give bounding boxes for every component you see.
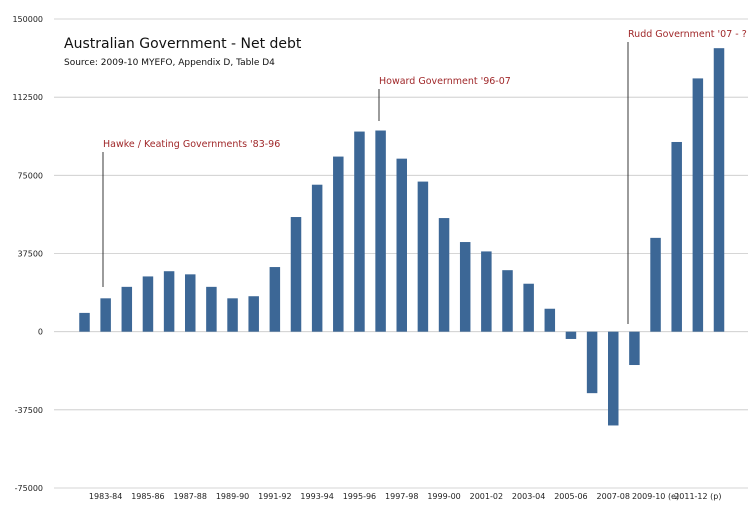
bar <box>206 286 217 332</box>
bar <box>290 217 302 332</box>
x-tick-label: 2007-08 <box>597 492 630 501</box>
bar <box>79 312 90 332</box>
x-tick-label: 2009-10 (e) <box>632 492 679 501</box>
bars <box>79 48 725 426</box>
x-tick-label: 2005-06 <box>554 492 587 501</box>
x-tick-label: 2003-04 <box>512 492 545 501</box>
x-tick-label: 1985-86 <box>131 492 164 501</box>
x-tick-label: 2011-12 (p) <box>674 492 721 501</box>
bar <box>650 237 661 332</box>
bar <box>608 331 619 426</box>
bar <box>713 48 725 332</box>
x-tick-label: 1993-94 <box>300 492 333 501</box>
bar <box>121 286 133 332</box>
bar <box>269 267 281 332</box>
x-tick-label: 1995-96 <box>343 492 376 501</box>
bar <box>438 218 450 332</box>
bar <box>163 271 175 332</box>
bar <box>100 298 111 332</box>
bar <box>671 141 682 332</box>
y-tick-label: 150000 <box>12 15 43 24</box>
y-tick-label: 0 <box>38 328 43 337</box>
annotation-label: Hawke / Keating Governments '83-96 <box>103 139 280 150</box>
bar <box>227 298 238 332</box>
annotation-label: Howard Government '96-07 <box>379 76 511 87</box>
x-tick-label: 1991-92 <box>258 492 291 501</box>
bar <box>142 276 154 332</box>
annotation-label: Rudd Government '07 - ? <box>628 29 747 40</box>
x-tick-label: 2001-02 <box>470 492 503 501</box>
bar <box>354 131 365 332</box>
bar <box>396 158 407 332</box>
y-tick-label: -75000 <box>15 484 43 493</box>
bar <box>459 242 471 332</box>
x-tick-label: 1983-84 <box>89 492 122 501</box>
annotations: Hawke / Keating Governments '83-96 Howard… <box>102 29 747 324</box>
bar <box>629 331 640 366</box>
y-tick-label: 37500 <box>18 250 43 259</box>
bar <box>375 130 386 332</box>
bar <box>523 283 534 332</box>
bar <box>544 308 556 332</box>
x-tick-label: 1989-90 <box>216 492 249 501</box>
x-tick-label: 1999-00 <box>427 492 460 501</box>
bar <box>248 296 259 332</box>
y-tick-label: -37500 <box>15 406 43 415</box>
x-tick-label: 1987-88 <box>174 492 207 501</box>
x-tick-label: 1997-98 <box>385 492 418 501</box>
y-axis-ticks: 150000 112500 75000 37500 0 -37500 -75000 <box>12 15 43 493</box>
y-tick-label: 75000 <box>18 171 43 180</box>
x-axis-ticks: 1983-84 1985-86 1987-88 1989-90 1991-92 1993-… <box>89 492 722 501</box>
y-tick-label: 112500 <box>12 93 43 102</box>
bar <box>481 251 492 332</box>
bar <box>185 274 196 332</box>
bar <box>586 331 598 394</box>
bar <box>502 270 513 332</box>
bar <box>333 156 344 332</box>
bar <box>565 331 577 339</box>
chart-title: Australian Government - Net debt <box>64 36 302 52</box>
chart-subtitle: Source: 2009-10 MYEFO, Appendix D, Table… <box>64 58 275 68</box>
bar <box>692 78 704 332</box>
bar <box>311 184 323 332</box>
bar <box>417 181 429 332</box>
